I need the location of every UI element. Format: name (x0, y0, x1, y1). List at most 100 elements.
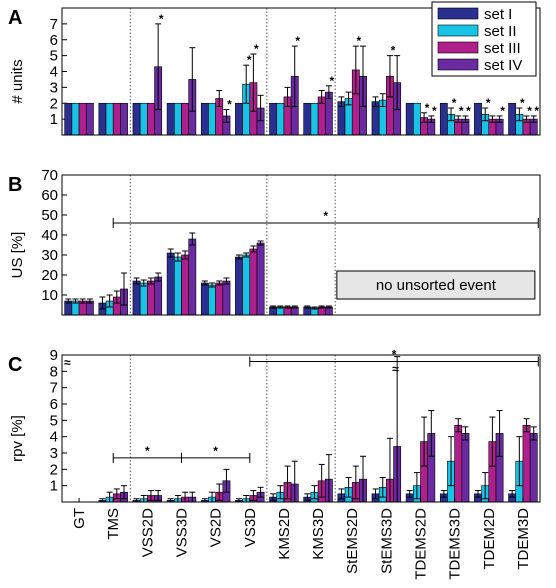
plot-frame (61, 7, 541, 136)
y-tick-label: 6 (50, 396, 58, 413)
bar-tdem2d-set-i (474, 102, 482, 136)
y-tick-label: 30 (41, 247, 58, 264)
y-tick-label: 4 (50, 64, 58, 81)
bar-kms2d-set-i (269, 102, 278, 136)
y-tick-label: 9 (50, 347, 58, 364)
x-category-kms3d: KMS3D (310, 508, 327, 560)
y-tick-label: 2 (50, 461, 58, 478)
bar-tdems3d-set-iv (461, 433, 470, 503)
significance-bracket-label: * (213, 444, 218, 458)
significance-star: * (425, 101, 430, 115)
y-axis-label: # units (9, 59, 26, 103)
bar-tms-set-iv (120, 102, 128, 136)
x-category-vss2d: VSS2D (139, 508, 156, 557)
significance-star: * (466, 104, 471, 118)
significance-star: * (486, 96, 491, 110)
panel-letter-c: C (8, 354, 22, 376)
y-tick-label: 2 (50, 95, 58, 112)
y-tick-label: 7 (50, 380, 58, 397)
y-tick-label: 60 (41, 187, 58, 204)
y-tick-label: 6 (50, 32, 58, 49)
x-category-gt: GT (71, 508, 88, 529)
y-tick-label: 70 (41, 167, 58, 184)
bar-gt-set-iii (78, 102, 87, 136)
legend-swatch-set-ii (437, 24, 479, 37)
y-tick-label: 4 (50, 429, 58, 446)
x-category-stems2d: StEMS2D (344, 508, 361, 574)
legend-label-set-iv: set IV (484, 57, 522, 74)
x-category-vss3d: VSS3D (174, 508, 191, 557)
bar-tdems3d-set-iii (454, 424, 463, 503)
x-category-tdems2d: TDEMS2D (413, 508, 430, 580)
significance-star: * (459, 104, 464, 118)
bar-vss2d-set-i (132, 102, 141, 136)
bar-tdems2d-set-i (405, 102, 414, 136)
y-tick-label: 20 (41, 267, 58, 284)
bar-vss2d-set-ii (139, 102, 148, 136)
bar-vss2d-set-ii (139, 282, 148, 316)
bar-gt-set-ii (71, 102, 80, 136)
axis-break-symbol: ≈ (64, 355, 71, 369)
significance-star: * (391, 44, 396, 58)
bar-vs2d-set-i (200, 282, 209, 316)
bar-tms-set-i (98, 102, 107, 136)
bar-vss3d-set-ii (174, 102, 182, 136)
legend-swatch-set-iii (437, 41, 479, 54)
bar-vss3d-set-i (166, 252, 175, 316)
x-category-tms: TMS (105, 508, 122, 540)
bar-tdems2d-set-ii (412, 102, 421, 136)
panel-letter-a: A (8, 7, 22, 29)
bar-vss3d-set-i (166, 102, 175, 136)
significance-star: * (227, 98, 232, 112)
bar-vs3d-set-i (235, 102, 243, 136)
bar-vs3d-set-iii (249, 248, 258, 316)
y-tick-label: 8 (50, 363, 58, 380)
bar-kms2d-set-ii (276, 102, 285, 136)
bar-vs3d-set-iv (256, 242, 265, 316)
no-unsorted-event-box (336, 270, 536, 300)
bar-vss3d-set-iv (188, 238, 197, 316)
bar-tms-set-iii (112, 102, 121, 136)
bar-vs2d-set-i (200, 102, 209, 136)
x-category-vs2d: VS2D (208, 508, 225, 547)
legend-swatch-set-i (437, 7, 479, 20)
significance-star: * (356, 34, 361, 48)
bar-vss3d-set-ii (174, 256, 182, 316)
bar-vss2d-set-iii (147, 280, 155, 316)
significance-star: * (527, 104, 532, 118)
significance-bracket-label: * (145, 444, 150, 458)
legend-label-set-i: set I (484, 6, 512, 23)
bar-vss2d-set-i (132, 280, 141, 316)
y-tick-label: 40 (41, 227, 58, 244)
legend-swatch-set-iv (437, 58, 479, 71)
bar-vs3d-set-ii (242, 254, 251, 316)
bar-vs2d-set-ii (208, 284, 216, 316)
y-axis-label: rpv [%] (9, 415, 26, 462)
significance-star: * (247, 53, 252, 67)
bar-tdem3d-set-iv (529, 433, 538, 503)
plot-frame (61, 174, 541, 316)
x-category-kms2d: KMS2D (276, 508, 293, 560)
y-tick-label: 1 (50, 478, 58, 495)
legend-label-set-ii: set II (484, 23, 517, 40)
bar-vss2d-set-iv (154, 276, 163, 316)
bar-tdem3d-set-i (508, 102, 517, 136)
significance-star: * (500, 104, 505, 118)
y-tick-label: 50 (41, 207, 58, 224)
x-category-stems3d: StEMS3D (378, 508, 395, 574)
significance-star: * (254, 42, 259, 56)
plot-frame (61, 354, 541, 503)
bar-vs2d-set-iii (215, 282, 224, 316)
y-tick-label: 10 (41, 287, 58, 304)
bar-tdems3d-set-i (439, 102, 448, 136)
y-tick-label: 3 (50, 445, 58, 462)
significance-star: * (159, 12, 164, 26)
panel-b: B US [%] 10 20 30 40 50 60 70 * no unsorted event (8, 167, 541, 316)
bar-tdem3d-set-iii (522, 424, 531, 503)
bar-kms3d-set-ii (310, 102, 319, 136)
y-axis-label: US [%] (9, 232, 26, 279)
x-axis-category-labels: GT TMS VSS2D VSS3D VS2D VS3D KMS2D KMS3D StEMS2D… (71, 498, 532, 580)
